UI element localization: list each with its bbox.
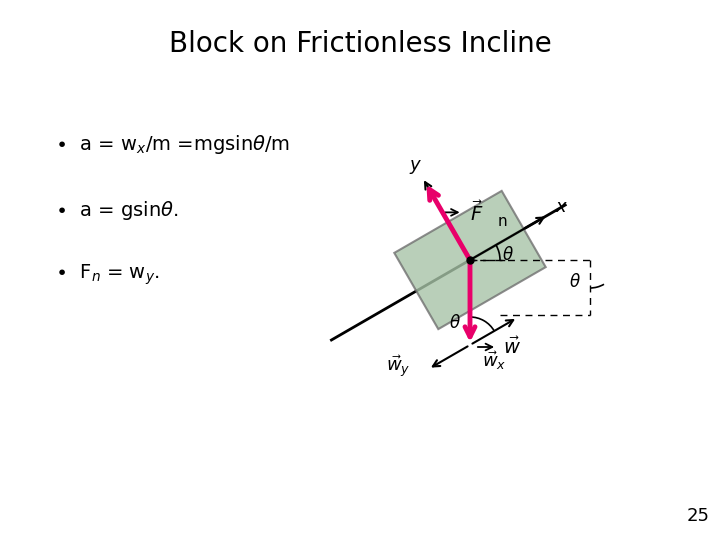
Text: $\bullet$  F$_n$ = w$_y$.: $\bullet$ F$_n$ = w$_y$.	[55, 263, 160, 287]
Text: y: y	[410, 156, 420, 174]
Text: $\bullet$  a = gsin$\theta$.: $\bullet$ a = gsin$\theta$.	[55, 199, 179, 221]
Text: $\bullet$  a = w$_x$/m =mgsin$\theta$/m: $\bullet$ a = w$_x$/m =mgsin$\theta$/m	[55, 133, 290, 157]
Text: $\vec{w}$: $\vec{w}$	[503, 336, 521, 357]
Text: $\vec{F}$: $\vec{F}$	[470, 201, 484, 226]
Text: $\vec{w}_x$: $\vec{w}_x$	[482, 349, 506, 372]
Text: n: n	[498, 214, 507, 229]
Text: $\theta$: $\theta$	[449, 314, 461, 332]
Text: $\theta$: $\theta$	[502, 246, 513, 264]
Text: 25: 25	[687, 507, 710, 525]
Text: $\theta$: $\theta$	[569, 273, 581, 291]
Text: $\vec{w}_y$: $\vec{w}_y$	[386, 354, 410, 380]
Text: x: x	[556, 199, 566, 217]
Polygon shape	[395, 191, 546, 329]
Text: Block on Frictionless Incline: Block on Frictionless Incline	[168, 30, 552, 58]
